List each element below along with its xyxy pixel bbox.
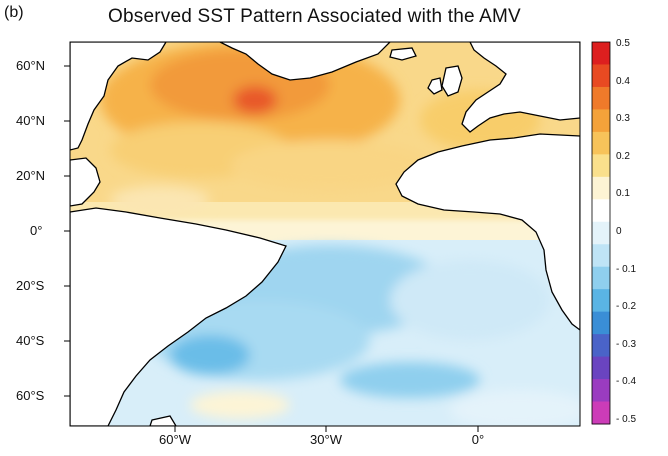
greenland: [219, 42, 391, 81]
land-masses: [70, 42, 580, 426]
colorbar-swatch: [592, 131, 610, 155]
british-isles: [441, 65, 463, 97]
colorbar-label: - 0.3: [616, 338, 637, 350]
colorbar-swatch: [592, 289, 610, 313]
lon-tick-60w: 60°W: [159, 432, 191, 447]
colorbar-label: - 0.5: [616, 414, 637, 425]
colorbar-label: - 0.2: [616, 301, 637, 313]
colorbar-label: - 0.4: [616, 376, 637, 388]
colorbar-label: - 0.1: [616, 263, 637, 275]
africa: [395, 133, 580, 331]
central-america: [70, 157, 101, 207]
lat-tick-60s: 60°S: [16, 388, 45, 403]
map-title: Observed SST Pattern Associated with the…: [108, 6, 521, 27]
colorbar-swatch: [592, 221, 610, 245]
lon-tick-0: 0°: [471, 432, 485, 447]
colorbar-swatch: [592, 42, 610, 65]
lat-tick-40n: 40°N: [16, 113, 46, 128]
colorbar-label: 0.4: [616, 75, 630, 87]
lat-tick-0: 0°: [30, 223, 43, 238]
ireland: [427, 77, 443, 95]
lon-tick-30w: 30°W: [310, 432, 342, 447]
lat-tick-20s: 20°S: [16, 278, 45, 293]
colorbar-label: 0.2: [616, 150, 630, 162]
colorbar-swatch: [592, 109, 610, 133]
colorbar-frame: [591, 41, 611, 425]
sst-field: [70, 42, 580, 426]
map-frame: [69, 41, 581, 427]
colorbar-swatch: [592, 356, 610, 380]
colorbar: [591, 41, 611, 425]
south-america: [70, 207, 287, 426]
colorbar-swatch: [592, 334, 610, 358]
panel-label: (b): [4, 4, 24, 21]
iceland: [389, 47, 417, 61]
north-america: [70, 42, 167, 151]
lat-tick-20n: 20°N: [16, 168, 46, 183]
colorbar-swatch: [592, 86, 610, 110]
colorbar-swatch: [592, 154, 610, 178]
colorbar-swatch: [592, 379, 610, 403]
colorbar-label: 0.1: [616, 188, 630, 200]
lat-tick-40s: 40°S: [16, 333, 45, 348]
colorbar-swatch: [592, 244, 610, 268]
colorbar-swatch: [592, 311, 610, 335]
lat-tick-60n: 60°N: [16, 58, 46, 73]
colorbar-swatch: [592, 199, 610, 223]
colorbar-swatch: [592, 401, 610, 425]
colorbar-swatch: [592, 266, 610, 290]
colorbar-label: 0.5: [616, 38, 630, 49]
south-islands: [149, 415, 177, 426]
colorbar-swatch: [592, 176, 610, 200]
colorbar-swatch: [592, 64, 610, 88]
colorbar-label: 0.3: [616, 113, 630, 125]
tick-marks: [64, 65, 479, 432]
colorbar-label: 0: [616, 226, 622, 237]
europe: [461, 42, 580, 133]
